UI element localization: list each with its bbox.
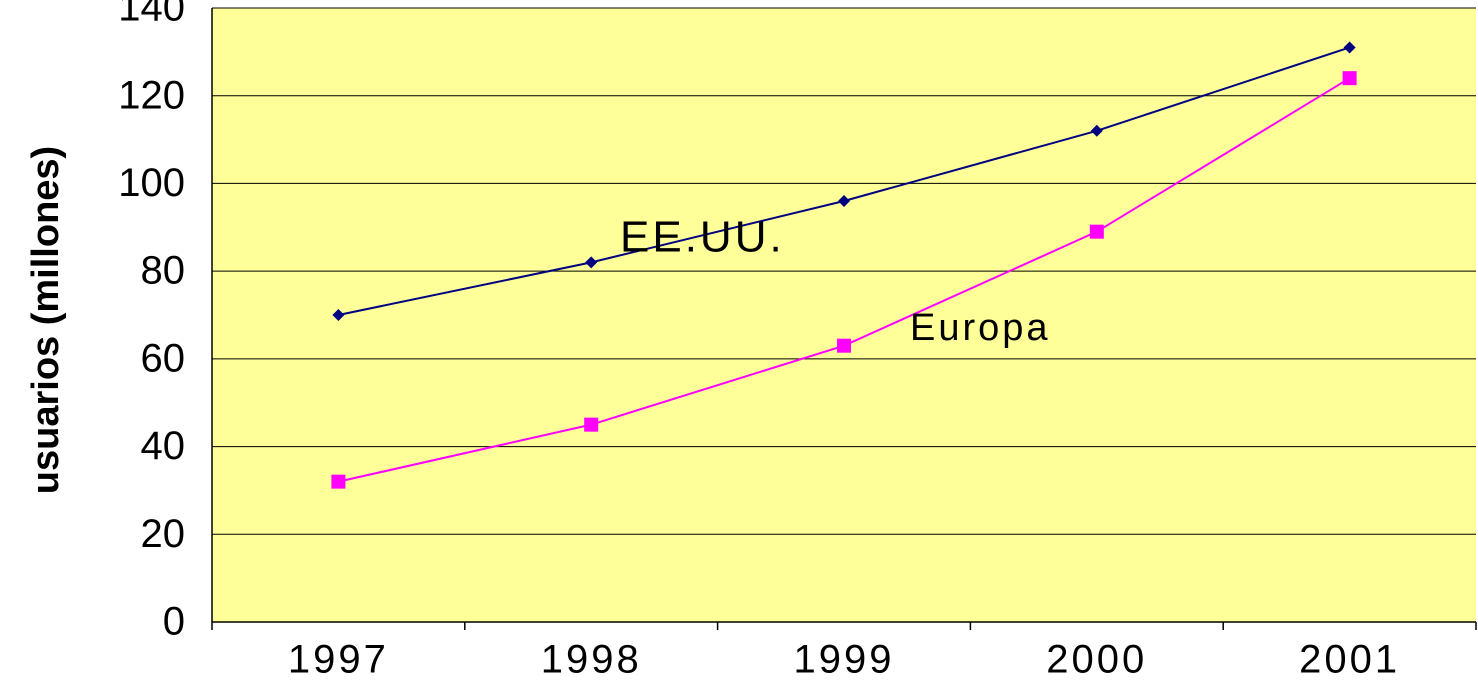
marker: [584, 417, 599, 432]
x-tick-label: 2001: [1299, 638, 1400, 682]
plot-area: [212, 8, 1476, 622]
y-tick-label: 140: [118, 0, 185, 30]
series-label: EE.UU.: [620, 213, 785, 262]
y-tick-label: 40: [141, 424, 186, 468]
y-tick-label: 100: [118, 161, 185, 205]
marker: [1343, 41, 1356, 54]
y-axis-label: usuarios (millones): [25, 146, 67, 494]
x-tick-label: 1997: [288, 638, 389, 682]
marker: [837, 338, 851, 353]
marker: [1089, 224, 1104, 239]
x-tick-label: 1999: [794, 638, 895, 682]
marker: [331, 474, 346, 489]
y-tick-label: 80: [141, 249, 186, 293]
x-tick-label: 1998: [541, 638, 642, 682]
y-tick-label: 0: [163, 600, 185, 644]
marker: [585, 256, 598, 269]
y-tick-label: 60: [141, 336, 186, 380]
series-label: Europa: [910, 307, 1051, 349]
y-tick-label: 120: [118, 73, 185, 117]
marker: [1090, 124, 1103, 137]
y-tick-label: 20: [141, 512, 186, 556]
marker: [332, 309, 345, 321]
marker: [838, 194, 850, 207]
marker: [1342, 71, 1357, 86]
x-tick-label: 2000: [1046, 638, 1147, 682]
